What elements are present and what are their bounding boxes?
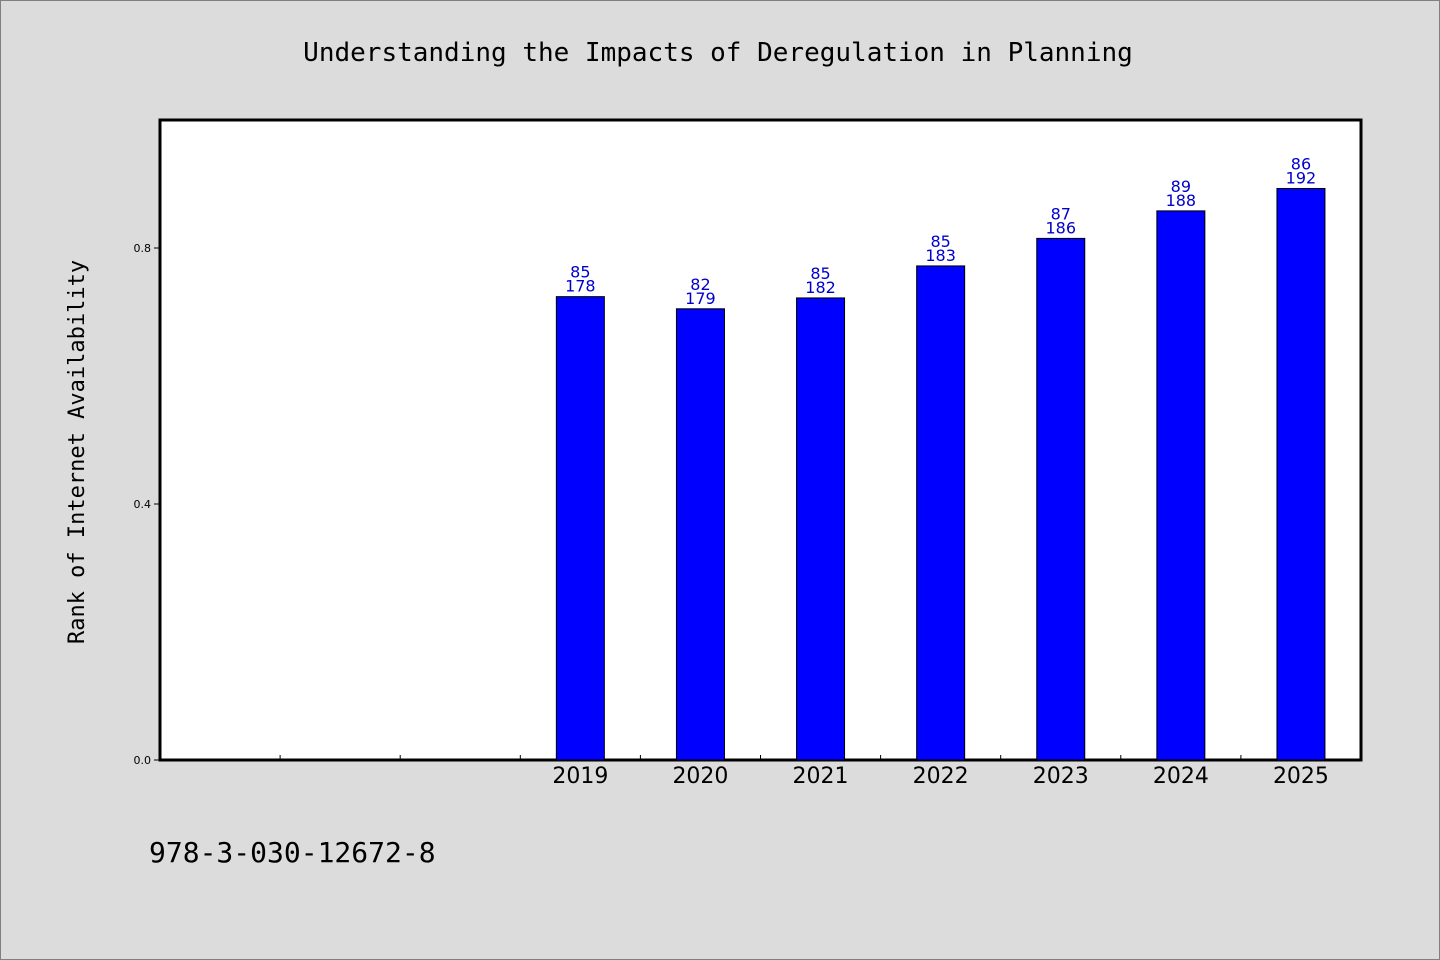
data-label-bottom: 188 <box>1166 191 1197 210</box>
data-label-top: 86 <box>1291 154 1311 173</box>
isbn-text: 978-3-030-12672-8 <box>149 836 436 869</box>
bar-2021 <box>796 297 846 761</box>
y-axis-label: Rank of Internet Availability <box>65 260 90 644</box>
x-tick-label: 2023 <box>1033 764 1089 789</box>
bar-2023 <box>1036 237 1086 761</box>
data-label-top: 87 <box>1051 204 1071 223</box>
y-tick-label: 0.0 <box>134 754 152 767</box>
x-tick-label: 2025 <box>1273 764 1329 789</box>
data-label-bottom: 192 <box>1286 168 1317 187</box>
bar-2020 <box>675 308 725 761</box>
chart-title: Understanding the Impacts of Deregulatio… <box>303 38 1133 68</box>
x-tick-label: 2022 <box>913 764 969 789</box>
bar-2019 <box>555 296 605 761</box>
data-label-top: 85 <box>570 263 590 282</box>
data-label-top: 85 <box>810 264 830 283</box>
data-label-bottom: 182 <box>805 278 836 297</box>
bar-2022 <box>916 265 966 761</box>
data-label-top: 89 <box>1171 177 1191 196</box>
x-tick-label: 2024 <box>1153 764 1209 789</box>
data-label-bottom: 183 <box>925 246 956 265</box>
bar-2024 <box>1156 210 1206 761</box>
data-label-bottom: 178 <box>565 277 596 296</box>
y-tick-label: 0.4 <box>134 498 152 511</box>
y-tick-label: 0.8 <box>134 242 152 255</box>
x-tick-label: 2019 <box>552 764 608 789</box>
bar-2025 <box>1276 187 1326 761</box>
data-label-top: 82 <box>690 275 710 294</box>
data-label-bottom: 186 <box>1045 218 1076 237</box>
x-tick-label: 2021 <box>793 764 849 789</box>
x-tick-label: 2020 <box>672 764 728 789</box>
data-label-top: 85 <box>930 232 950 251</box>
data-label-bottom: 179 <box>685 289 716 308</box>
